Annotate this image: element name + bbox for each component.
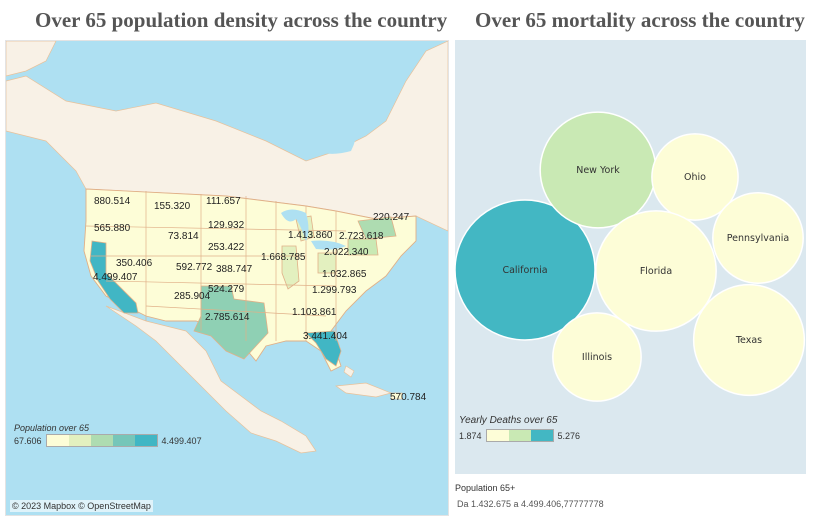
bubble-canvas: California New York Ohio Pennsylvania Florid… bbox=[455, 111, 806, 402]
map-label: 285.904 bbox=[174, 291, 211, 302]
map-label: 1.668.785 bbox=[261, 252, 306, 263]
caribbean-island bbox=[335, 382, 393, 398]
legend-swatch bbox=[134, 435, 157, 446]
bubble-label: Pennsylvania bbox=[727, 233, 789, 244]
legend-swatch bbox=[90, 435, 113, 446]
legend-swatch bbox=[46, 435, 69, 446]
bubble-label: Florida bbox=[640, 266, 672, 277]
bubble-label: Ohio bbox=[684, 172, 706, 183]
state-california bbox=[89, 240, 139, 314]
map-label: 4.499.407 bbox=[93, 272, 138, 283]
map-label: 524.279 bbox=[208, 284, 245, 295]
puerto-rico-island bbox=[390, 392, 403, 400]
map-label: 220.247 bbox=[373, 212, 410, 223]
map-legend-max: 4.499.407 bbox=[161, 435, 202, 446]
map-legend: 67.606 4.499.407 bbox=[14, 434, 202, 447]
map-legend-title: Population over 65 bbox=[14, 423, 90, 433]
bubble-label: Texas bbox=[735, 335, 762, 346]
bubble-legend-min: 1.874 bbox=[459, 430, 482, 441]
mexico-land bbox=[105, 305, 317, 454]
map-label: 73.814 bbox=[168, 231, 199, 242]
hudson-bay bbox=[276, 71, 358, 154]
map-label: 253.422 bbox=[208, 242, 245, 253]
bubble-pennsylvania[interactable] bbox=[712, 192, 804, 284]
legend-swatch bbox=[68, 435, 91, 446]
map-title: Over 65 population density across the co… bbox=[35, 8, 448, 32]
bubble-legend: 1.874 5.276 bbox=[459, 429, 580, 442]
map-label: 388.747 bbox=[216, 264, 253, 275]
map-legend-min: 67.606 bbox=[14, 435, 42, 446]
map-label: 1.413.860 bbox=[288, 230, 333, 241]
bubble-label: New York bbox=[576, 165, 620, 176]
bubble-california[interactable] bbox=[455, 199, 596, 341]
state-borders bbox=[85, 191, 347, 341]
legend-swatch bbox=[112, 435, 135, 446]
map-label: 1.032.865 bbox=[322, 269, 367, 280]
bubble-chart-title: Over 65 mortality across the country bbox=[475, 8, 805, 32]
legend-swatch bbox=[530, 430, 553, 441]
map-label: 129.932 bbox=[208, 220, 245, 231]
population-filter-title: Population 65+ bbox=[455, 483, 516, 493]
us-map[interactable]: 880.514 155.320 111.657 565.880 73.814 1… bbox=[5, 40, 449, 516]
state-texas bbox=[193, 285, 269, 360]
bubble-texas[interactable] bbox=[692, 283, 806, 397]
map-label: 565.880 bbox=[94, 223, 131, 234]
bubble-legend-ramp bbox=[485, 429, 554, 442]
state-florida bbox=[305, 330, 342, 367]
alaska-coast bbox=[6, 41, 57, 77]
map-label: 350.406 bbox=[116, 258, 153, 269]
bahamas-island bbox=[343, 365, 355, 378]
population-filter-range: Da 1.432.675 a 4.499.406,77777778 bbox=[457, 499, 604, 509]
map-label: 1.103.861 bbox=[292, 307, 337, 318]
state-new-york bbox=[357, 216, 397, 240]
map-label: 570.784 bbox=[390, 392, 427, 403]
map-legend-ramp bbox=[45, 434, 158, 447]
map-canvas bbox=[6, 41, 448, 454]
great-lakes bbox=[281, 209, 346, 250]
map-label: 2.723.618 bbox=[339, 231, 384, 242]
map-label: 2.785.614 bbox=[205, 312, 250, 323]
map-attribution[interactable]: © 2023 Mapbox © OpenStreetMap bbox=[10, 500, 153, 512]
map-label: 1.299.793 bbox=[312, 285, 357, 296]
map-label: 880.514 bbox=[94, 196, 131, 207]
bubble-ohio[interactable] bbox=[651, 133, 739, 221]
bubble-legend-title: Yearly Deaths over 65 bbox=[459, 415, 558, 426]
bubble-chart[interactable]: California New York Ohio Pennsylvania Florid… bbox=[455, 40, 806, 474]
bubble-label: California bbox=[502, 265, 547, 276]
bubble-legend-max: 5.276 bbox=[557, 430, 581, 441]
map-label: 2.022.340 bbox=[324, 247, 369, 258]
bubble-illinois[interactable] bbox=[552, 312, 642, 402]
map-label: 592.772 bbox=[176, 262, 213, 273]
legend-swatch bbox=[508, 430, 531, 441]
map-label: 111.657 bbox=[206, 196, 241, 207]
legend-swatch bbox=[486, 430, 509, 441]
bubble-label: Illinois bbox=[582, 352, 612, 363]
map-label: 3.441.404 bbox=[303, 331, 348, 342]
bubble-florida[interactable] bbox=[595, 210, 717, 332]
map-label: 155.320 bbox=[154, 201, 191, 212]
state-pennsylvania bbox=[347, 238, 379, 256]
